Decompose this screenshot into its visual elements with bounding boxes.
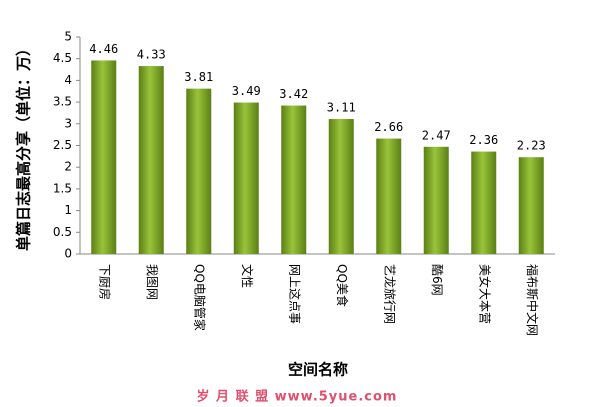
- value-label: 3.11: [327, 101, 356, 115]
- bar: [423, 146, 449, 254]
- value-label: 2.36: [469, 133, 498, 147]
- y-tick-label: 2: [64, 160, 72, 174]
- x-tick-label: 文性: [240, 264, 255, 288]
- y-tick-label: 3.5: [53, 95, 72, 109]
- x-tick-label: 我图网: [145, 264, 159, 300]
- bar: [518, 157, 544, 254]
- value-label: 2.47: [422, 128, 451, 142]
- y-tick-label: 1.5: [53, 181, 72, 195]
- value-label: 3.49: [232, 84, 261, 98]
- value-label: 2.23: [517, 139, 546, 153]
- y-tick-label: 4: [64, 73, 72, 87]
- x-tick-label: 网上这点事: [287, 264, 302, 324]
- bar: [91, 60, 117, 254]
- x-axis-title: 空间名称: [288, 361, 348, 379]
- y-tick-label: 2.5: [53, 138, 72, 152]
- y-tick-label: 4.5: [53, 51, 72, 65]
- y-axis-title: 单篇日志最高分享（单位：万）: [15, 41, 33, 251]
- value-label: 4.33: [137, 48, 166, 62]
- x-tick-label: 艺龙旅行网: [382, 264, 396, 324]
- y-tick-label: 0.5: [53, 225, 72, 239]
- bar: [281, 105, 307, 255]
- y-tick-label: 1: [64, 203, 72, 217]
- bar: [186, 88, 212, 254]
- bar: [471, 151, 497, 254]
- x-tick-label: QQ美食: [335, 264, 350, 307]
- x-tick-label: 酷6网: [430, 264, 444, 296]
- bar: [376, 138, 402, 254]
- value-label: 3.81: [184, 70, 213, 84]
- y-tick-label: 3: [64, 116, 72, 130]
- bar: [138, 66, 164, 254]
- value-label: 2.66: [374, 120, 403, 134]
- x-tick-label: QQ电脑管家: [192, 264, 207, 331]
- x-tick-label: 美女大本营: [477, 264, 492, 324]
- x-tick-label: 下厨房: [97, 264, 112, 300]
- value-label: 4.46: [89, 42, 118, 56]
- y-tick-label: 5: [64, 30, 72, 44]
- x-tick-label: 福布斯中文网: [525, 264, 540, 336]
- value-label: 3.42: [279, 87, 308, 101]
- y-tick-label: 0: [64, 247, 72, 261]
- bar: [233, 102, 259, 254]
- watermark: 岁 月 联 盟 www.5yue.com: [197, 389, 398, 405]
- bar: [328, 119, 354, 254]
